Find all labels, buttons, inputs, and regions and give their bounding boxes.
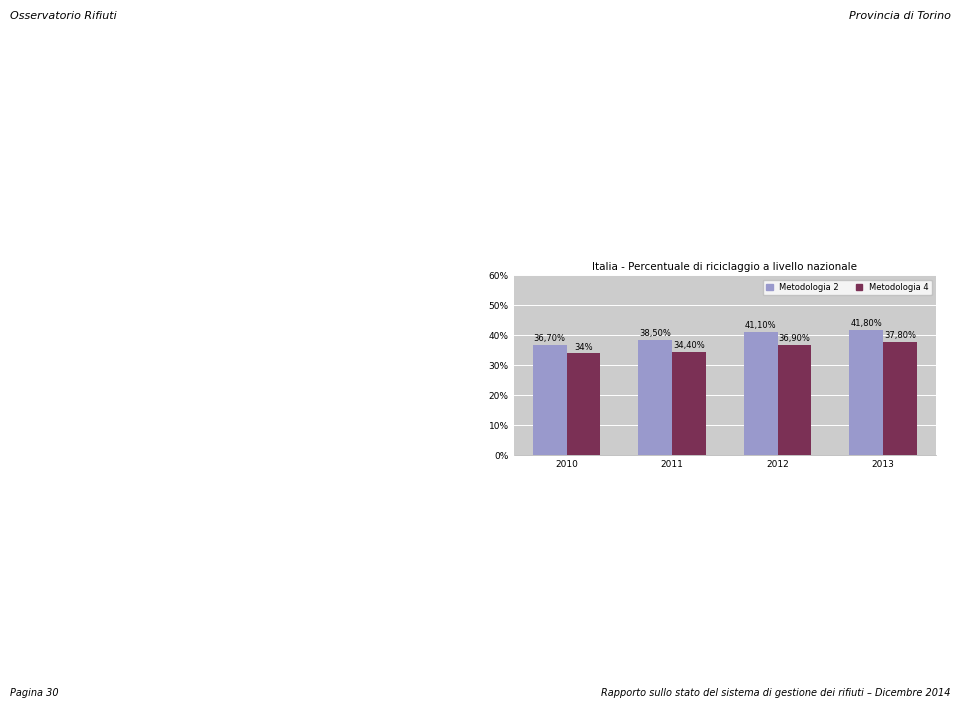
Text: Rapporto sullo stato del sistema di gestione dei rifiuti – Dicembre 2014: Rapporto sullo stato del sistema di gest… xyxy=(601,688,950,698)
Text: 37,80%: 37,80% xyxy=(884,331,916,340)
Legend: Metodologia 2, Metodologia 4: Metodologia 2, Metodologia 4 xyxy=(762,280,932,295)
Bar xyxy=(778,345,811,455)
Text: Osservatorio Rifiuti: Osservatorio Rifiuti xyxy=(10,11,116,21)
Text: Provincia di Torino: Provincia di Torino xyxy=(849,11,950,21)
Text: 36,70%: 36,70% xyxy=(534,335,565,343)
Text: 41,10%: 41,10% xyxy=(745,321,777,330)
Title: Italia - Percentuale di riciclaggio a livello nazionale: Italia - Percentuale di riciclaggio a li… xyxy=(592,262,857,272)
Bar xyxy=(638,340,672,455)
Bar xyxy=(744,332,778,455)
Bar xyxy=(672,352,706,455)
Text: 34,40%: 34,40% xyxy=(673,342,705,350)
Text: 36,90%: 36,90% xyxy=(779,334,810,343)
Bar xyxy=(533,345,566,455)
Text: 41,80%: 41,80% xyxy=(851,319,882,328)
Bar xyxy=(566,353,600,455)
Bar xyxy=(883,342,917,455)
Text: 38,50%: 38,50% xyxy=(639,329,671,338)
Text: Pagina 30: Pagina 30 xyxy=(10,688,59,698)
Bar xyxy=(850,330,883,455)
Text: 34%: 34% xyxy=(574,342,592,352)
